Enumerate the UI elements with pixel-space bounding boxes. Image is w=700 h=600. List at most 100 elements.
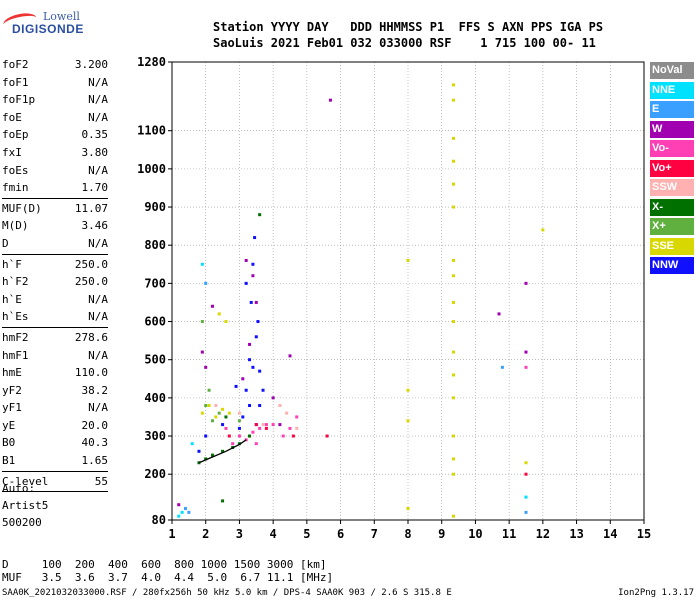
param-value: 110.0: [74, 366, 108, 380]
param-value: 3.80: [81, 145, 109, 159]
param-row: h`F2 250.0: [2, 273, 108, 291]
auto-version: 500200: [2, 516, 42, 529]
param-row: C-level 55: [2, 473, 108, 491]
series-nnw: [197, 236, 265, 453]
header-labels: Station YYYY DAY DDD HHMMSS P1 FFS S AXN…: [213, 20, 604, 34]
param-value: 0.35: [81, 128, 109, 142]
echo-point: [254, 300, 258, 304]
y-tick-label: 500: [144, 353, 166, 367]
echo-point: [177, 514, 181, 518]
echo-point: [224, 426, 228, 430]
param-value: 55: [94, 474, 108, 488]
echo-point: [452, 457, 456, 461]
logo-line1: Lowell: [43, 10, 80, 23]
param-value: 1.70: [81, 181, 109, 195]
param-separator: [2, 491, 108, 493]
echo-point: [452, 182, 456, 186]
echo-point: [254, 335, 258, 339]
echo-point: [524, 461, 528, 465]
auto-program: Artist5: [2, 499, 49, 512]
param-value: N/A: [88, 163, 108, 177]
param-value: N/A: [88, 75, 108, 89]
echo-point: [291, 434, 295, 438]
echo-point: [217, 312, 221, 316]
echo-point: [244, 258, 248, 262]
x-tick-label: 5: [303, 527, 310, 541]
legend-entry-x-: X+: [650, 218, 694, 235]
echo-point: [452, 258, 456, 262]
param-row: h`Es N/A: [2, 308, 108, 326]
param-separator: [2, 253, 108, 255]
y-tick-label: 200: [144, 467, 166, 481]
x-tick-label: 1: [168, 527, 175, 541]
virtual-height-trace: [198, 439, 247, 464]
echo-point: [452, 300, 456, 304]
param-label: B1: [2, 454, 16, 468]
echo-point: [256, 320, 260, 324]
echo-point: [261, 423, 265, 427]
echo-point: [214, 404, 218, 407]
echo-point: [452, 514, 456, 518]
param-label: foE: [2, 110, 22, 124]
y-tick-label: 1280: [137, 55, 166, 69]
param-row: B1 1.65: [2, 452, 108, 470]
echo-point: [237, 411, 241, 415]
x-axis-ticks: 1 2 3 4 5 6 7 8 9 10 11 12 13 14 15: [168, 520, 651, 541]
echo-point: [328, 98, 332, 102]
echo-point: [452, 274, 456, 278]
echo-point: [258, 369, 262, 373]
echo-point: [452, 472, 456, 476]
param-label: fmin: [2, 181, 29, 195]
chart-echo-points: [177, 83, 545, 518]
auto-label: Auto:: [2, 482, 36, 495]
x-tick-label: 12: [536, 527, 550, 541]
param-value: 38.2: [81, 383, 109, 397]
param-row: yE 20.0: [2, 417, 108, 435]
x-tick-label: 8: [404, 527, 411, 541]
echo-point: [452, 136, 456, 140]
param-label: h`Es: [2, 310, 29, 324]
echo-point: [452, 434, 456, 438]
echo-point: [264, 426, 268, 430]
series-vo-: [224, 365, 528, 446]
echo-point: [248, 404, 252, 407]
echo-point: [237, 426, 241, 430]
x-tick-label: 11: [502, 527, 516, 541]
muf-row: MUF 3.5 3.6 3.7 4.0 4.4 5.0 6.7 11.1 [MH…: [2, 571, 334, 584]
echo-point: [251, 274, 255, 278]
muf-distance-table: D 100 200 400 600 800 1000 1500 3000 [km…: [2, 558, 333, 584]
legend-entry-vo-: Vo-: [650, 140, 694, 157]
echo-point: [524, 510, 528, 514]
echo-point: [187, 510, 191, 514]
echo-point: [264, 423, 268, 427]
echo-point: [271, 423, 275, 427]
echo-point: [248, 358, 252, 362]
echo-point: [452, 98, 456, 102]
echo-point: [248, 342, 252, 346]
echo-point: [452, 83, 456, 87]
legend-entry-ssw: SSW: [650, 179, 694, 196]
echo-point: [237, 434, 241, 438]
legend-entry-noval: NoVal: [650, 62, 694, 79]
legend-entry-x-: X-: [650, 198, 694, 216]
echo-point: [183, 507, 187, 511]
echo-point: [190, 442, 194, 446]
echo-point: [224, 415, 228, 419]
series-sse: [200, 83, 545, 518]
echo-point: [204, 457, 208, 461]
param-label: yE: [2, 418, 16, 432]
y-tick-label: 1100: [137, 124, 166, 138]
echo-point: [221, 407, 225, 411]
software-version: Ion2Png 1.3.17: [618, 588, 694, 598]
echo-point: [207, 404, 211, 407]
echo-point: [244, 388, 248, 392]
station-header: Station YYYY DAY DDD HHMMSS P1 FFS S AXN…: [213, 19, 603, 51]
echo-point: [210, 453, 214, 457]
param-label: foF2: [2, 58, 29, 71]
echo-point: [251, 430, 255, 434]
echo-point: [237, 419, 241, 423]
echo-point: [295, 415, 299, 419]
param-value: 3.46: [81, 219, 109, 233]
x-tick-label: 15: [637, 527, 651, 541]
